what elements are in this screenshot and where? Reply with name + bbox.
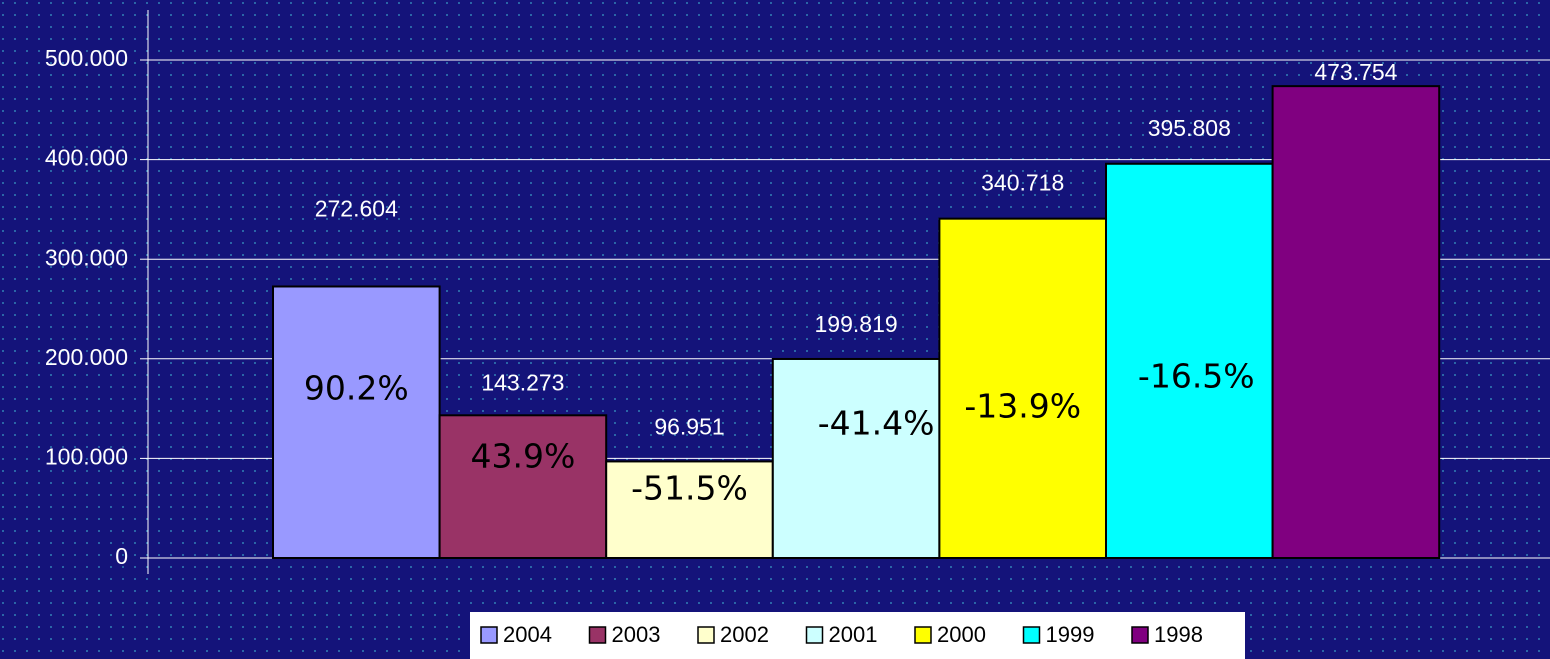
y-tick-label: 500.000 [45, 45, 128, 71]
annotation: -16.5% [1138, 357, 1255, 396]
legend-swatch [1131, 626, 1149, 644]
y-tick-label: 400.000 [45, 145, 128, 171]
legend-label: 2002 [720, 622, 769, 647]
legend-label: 2003 [612, 622, 661, 647]
bar [938, 217, 1108, 559]
y-tick-label: 300.000 [45, 244, 128, 270]
legend-swatch [805, 626, 824, 644]
y-tick-label: 100.000 [45, 443, 128, 469]
legend-swatch [480, 626, 498, 644]
data-label: 272.604 [315, 196, 398, 222]
annotation: -51.5% [631, 469, 748, 508]
data-label: 199.819 [815, 311, 898, 337]
legend-label: 2001 [829, 622, 878, 647]
annotation: -13.9% [964, 387, 1081, 426]
annotation: 43.9% [470, 437, 575, 476]
data-label: 143.273 [481, 369, 564, 395]
data-label: 395.808 [1148, 115, 1231, 141]
legend-swatch [588, 626, 607, 644]
data-label: 473.754 [1314, 59, 1397, 85]
data-label: 96.951 [654, 414, 724, 440]
y-tick-label: 200.000 [45, 344, 128, 370]
legend-label: 1998 [1154, 622, 1203, 647]
legend-swatch [1022, 626, 1041, 644]
annotation: 90.2% [304, 369, 409, 408]
legend-label: 2004 [503, 622, 552, 647]
legend-label: 1999 [1046, 622, 1095, 647]
bar [605, 460, 774, 559]
annotation: -41.4% [818, 404, 935, 443]
y-tick-label: 0 [115, 543, 128, 569]
bar [1105, 162, 1274, 559]
legend-swatch [914, 626, 932, 644]
bar [771, 357, 941, 560]
bar [1271, 85, 1441, 559]
bar [272, 285, 441, 559]
legend-label: 2000 [937, 622, 986, 647]
legend-swatch [697, 626, 715, 644]
bar [438, 414, 608, 559]
data-label: 340.718 [981, 170, 1064, 196]
